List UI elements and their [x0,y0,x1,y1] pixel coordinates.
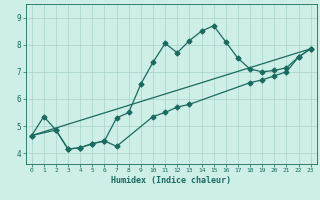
X-axis label: Humidex (Indice chaleur): Humidex (Indice chaleur) [111,176,231,185]
